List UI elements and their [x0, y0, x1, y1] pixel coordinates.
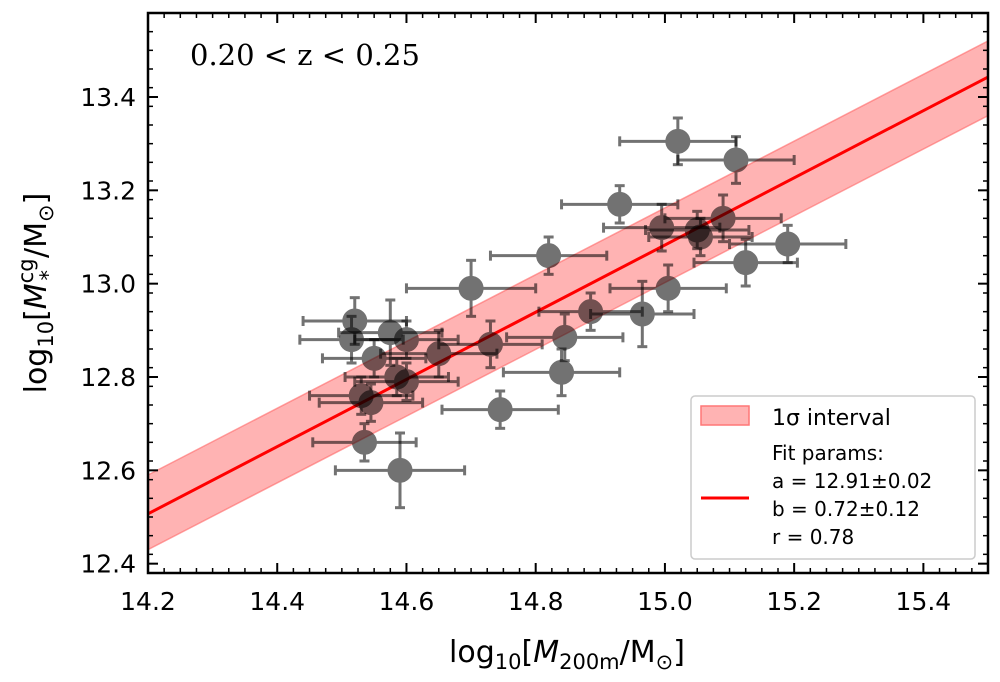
y-label-var-sup: cg: [14, 258, 38, 283]
data-point: [440, 389, 560, 430]
point-marker: [552, 324, 578, 350]
data-point: [692, 237, 799, 288]
y-label-unit: /M: [19, 222, 54, 258]
point-marker: [710, 205, 736, 231]
data-point: [404, 258, 538, 318]
point-marker: [536, 243, 562, 269]
point-marker: [393, 327, 419, 353]
legend-fit-r: r = 0.78: [772, 525, 854, 549]
legend-fit-a: a = 12.91±0.02: [772, 469, 932, 493]
x-tick-label: 14.8: [508, 587, 564, 616]
y-label-log: log: [19, 348, 54, 394]
point-marker: [607, 191, 633, 217]
legend-fit-b: b = 0.72±0.12: [772, 497, 920, 521]
x-tick-label: 15.2: [766, 587, 822, 616]
x-label-unit-sub: ⊙: [656, 650, 674, 674]
y-label-open: [: [19, 309, 54, 321]
point-marker: [649, 215, 675, 241]
x-label-unit: /M: [620, 635, 656, 670]
data-point: [589, 279, 696, 349]
point-marker: [549, 359, 575, 385]
data-point: [311, 422, 418, 463]
x-tick-label: 14.6: [379, 587, 435, 616]
x-tick-label: 14.2: [120, 587, 176, 616]
fit-line: [147, 75, 989, 516]
point-marker: [723, 147, 749, 173]
legend-band-label: 1σ interval: [772, 406, 891, 431]
x-tick-label: 15.4: [896, 587, 952, 616]
data-points-layer: [298, 116, 848, 510]
y-label-log-sub: 10: [34, 321, 58, 348]
x-label-close: ]: [673, 635, 685, 670]
x-axis-label: log10[M200m/M⊙]: [449, 635, 685, 674]
y-label-unit-sub: ⊙: [34, 204, 58, 222]
point-marker: [351, 429, 377, 455]
y-tick-label: 12.4: [80, 550, 136, 579]
legend-band-swatch: [700, 405, 750, 426]
point-marker: [687, 224, 713, 250]
point-marker: [775, 231, 801, 257]
y-label-close: ]: [19, 193, 54, 205]
data-point: [488, 235, 609, 276]
point-marker: [487, 397, 513, 423]
data-point: [437, 319, 544, 370]
y-tick-label: 12.6: [80, 456, 136, 485]
data-point: [647, 216, 754, 258]
data-point: [728, 223, 848, 265]
y-tick-label: 13.2: [80, 176, 136, 205]
x-label-var-sub: 200m: [559, 650, 620, 674]
data-point: [608, 263, 728, 314]
y-axis-label: log10[Mcg* /M⊙]: [14, 193, 60, 394]
point-marker: [733, 250, 759, 276]
y-label-var: M: [19, 283, 54, 309]
y-tick-label: 13.4: [80, 83, 136, 112]
point-marker: [393, 369, 419, 395]
x-label-open: [: [521, 635, 533, 670]
point-marker: [655, 275, 681, 301]
legend-fit-title: Fit params:: [772, 441, 884, 465]
data-point: [317, 382, 425, 423]
x-tick-label: 15.0: [637, 587, 693, 616]
data-point: [663, 193, 783, 244]
x-label-var: M: [533, 635, 559, 670]
legend: 1σ interval Fit params: a = 12.91±0.02 b…: [690, 395, 976, 560]
data-point: [501, 347, 622, 398]
data-point: [676, 135, 796, 185]
axis-ticks: 14.2 14.4 14.6 14.8 15.0 15.2 15.4 12.4 12.6 12.8…: [80, 13, 988, 616]
point-marker: [387, 457, 413, 483]
y-label-var-sub: *: [36, 270, 60, 281]
data-point: [353, 361, 460, 402]
y-tick-label: 12.8: [80, 363, 136, 392]
legend-box: [690, 395, 976, 560]
redshift-annotation: 0.20 < z < 0.25: [190, 38, 420, 72]
x-label-log: log: [449, 635, 495, 670]
point-marker: [477, 331, 503, 357]
x-tick-label: 14.4: [249, 587, 305, 616]
point-marker: [358, 390, 384, 416]
x-label-log-sub: 10: [495, 650, 522, 674]
fit-line-layer: [147, 75, 989, 516]
point-marker: [665, 128, 691, 154]
y-tick-label: 13.0: [80, 270, 136, 299]
data-point: [333, 431, 467, 510]
data-point: [505, 312, 625, 363]
point-marker: [629, 301, 655, 327]
point-marker: [458, 275, 484, 301]
